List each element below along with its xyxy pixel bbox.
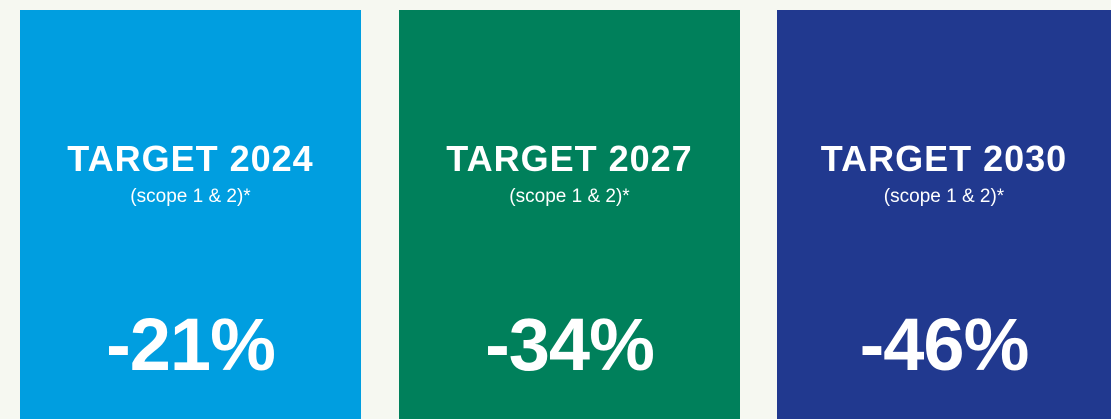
card-subtitle: (scope 1 & 2)* bbox=[509, 186, 630, 207]
target-card: TARGET 2030 (scope 1 & 2)* -46% bbox=[777, 10, 1111, 419]
card-title: TARGET 2030 bbox=[820, 138, 1068, 179]
card-subtitle: (scope 1 & 2)* bbox=[130, 186, 251, 207]
card-subtitle: (scope 1 & 2)* bbox=[883, 186, 1005, 207]
card-value: -34% bbox=[485, 303, 655, 386]
card-value: -21% bbox=[106, 303, 276, 386]
card-value: -46% bbox=[859, 303, 1030, 386]
card-title: TARGET 2027 bbox=[446, 138, 693, 179]
card-title: TARGET 2024 bbox=[67, 138, 314, 179]
target-card: TARGET 2027 (scope 1 & 2)* -34% bbox=[399, 10, 740, 419]
target-card: TARGET 2024 (scope 1 & 2)* -21% bbox=[20, 10, 361, 419]
